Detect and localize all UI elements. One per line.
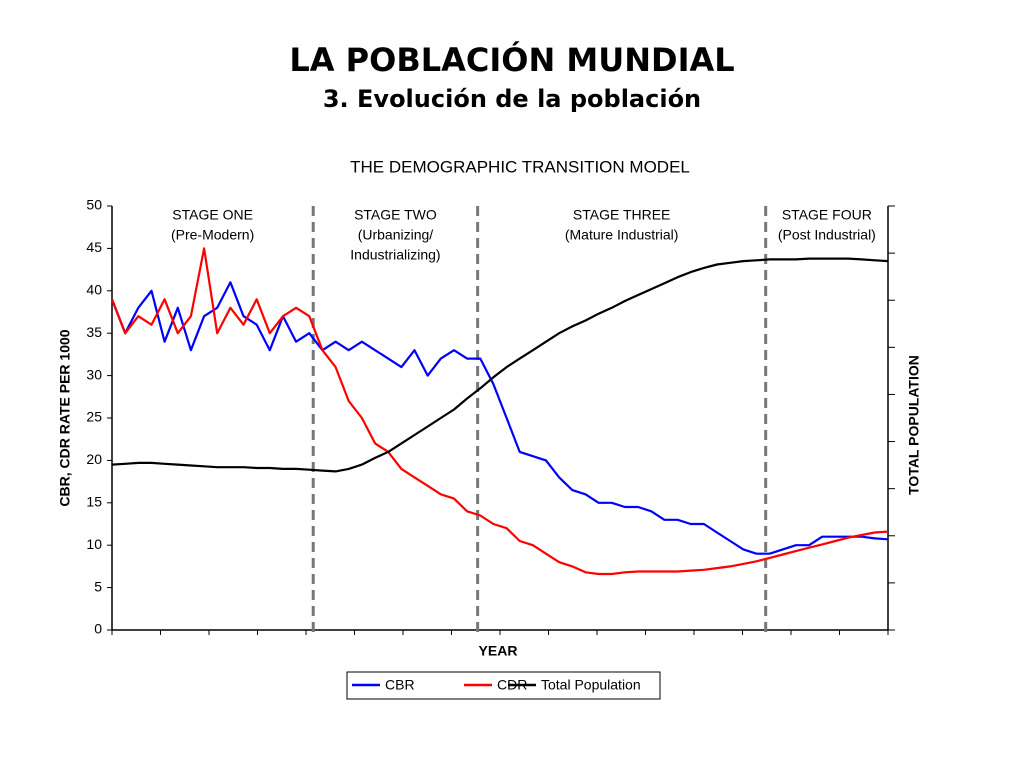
y-tick-label: 5 [94, 578, 102, 594]
stage-label: STAGE THREE [573, 207, 671, 223]
stage-label: STAGE TWO [354, 207, 437, 223]
stage-label: STAGE ONE [172, 207, 253, 223]
stage-label: (Post Industrial) [778, 227, 876, 243]
series-line [110, 247, 889, 576]
y-tick-label: 50 [86, 197, 102, 213]
y-tick-label: 15 [86, 494, 102, 510]
y-tick-label: 0 [94, 621, 102, 637]
y-tick-label: 40 [86, 282, 102, 298]
stage-label: STAGE FOUR [782, 207, 872, 223]
series-line [111, 257, 889, 473]
y-tick-label: 20 [86, 451, 102, 467]
series-line [110, 281, 889, 555]
slide-title: LA POBLACIÓN MUNDIAL [289, 40, 734, 79]
legend-label: CBR [385, 677, 415, 693]
stage-label: Industrializing) [350, 247, 440, 263]
stage-label: (Urbanizing/ [358, 227, 434, 243]
legend-label: Total Population [541, 677, 641, 693]
y2-axis-label: TOTAL POPULATION [906, 355, 922, 495]
y-axis-label: CBR, CDR RATE PER 1000 [57, 329, 73, 506]
stage-label: (Mature Industrial) [565, 227, 679, 243]
slide-subtitle: 3. Evolución de la población [323, 85, 701, 113]
stage-label: (Pre-Modern) [171, 227, 254, 243]
y-tick-label: 10 [86, 536, 102, 552]
x-axis-label: YEAR [479, 643, 518, 659]
y-tick-label: 25 [86, 409, 102, 425]
chart-title: THE DEMOGRAPHIC TRANSITION MODEL [350, 157, 690, 176]
y-tick-label: 35 [86, 324, 102, 340]
y-tick-label: 30 [86, 366, 102, 382]
legend-box [346, 671, 661, 700]
y-tick-label: 45 [86, 239, 102, 255]
